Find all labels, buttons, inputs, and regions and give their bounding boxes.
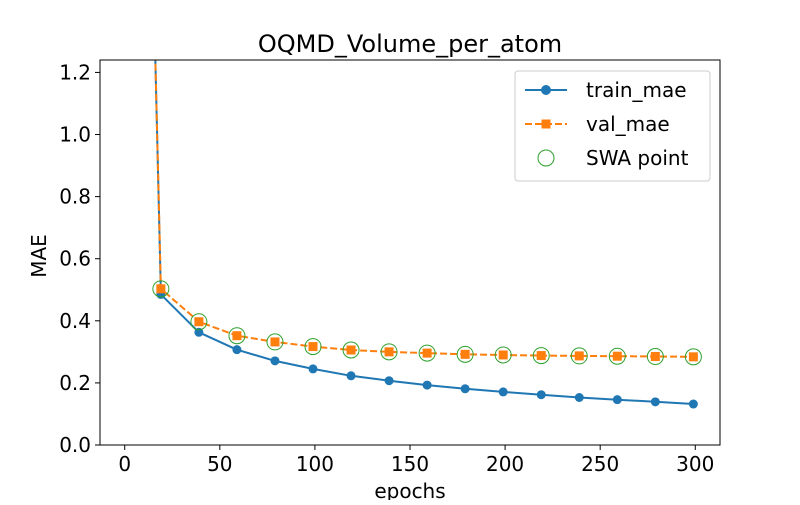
point-val-mae xyxy=(346,345,356,355)
point-swa-point xyxy=(266,333,284,351)
legend-val-marker xyxy=(541,119,551,129)
point-val-mae xyxy=(650,352,660,362)
point-swa-point xyxy=(152,280,170,298)
x-tick-label: 150 xyxy=(391,452,429,476)
legend: train_mae val_mae SWA point xyxy=(514,70,711,182)
point-val-mae xyxy=(194,317,204,327)
point-train-mae xyxy=(650,397,660,407)
point-val-mae xyxy=(308,342,318,352)
point-swa-point xyxy=(228,327,246,345)
point-val-mae xyxy=(574,351,584,361)
x-tick-label: 250 xyxy=(581,452,619,476)
point-val-mae xyxy=(156,284,166,294)
point-swa-point xyxy=(494,346,512,364)
x-tick-label: 200 xyxy=(486,452,524,476)
y-tick-label: 0.0 xyxy=(59,433,91,457)
point-swa-point xyxy=(684,348,702,366)
x-tick-label: 100 xyxy=(296,452,334,476)
legend-label-swa-point: SWA point xyxy=(586,146,689,170)
series-layer xyxy=(152,60,702,409)
x-axis: 0 50 100 150 200 250 300 xyxy=(118,445,714,476)
legend-swa-marker xyxy=(537,149,555,167)
y-axis-label: MAE xyxy=(27,234,51,278)
y-tick-label: 0.8 xyxy=(59,185,91,209)
point-train-mae xyxy=(498,387,508,397)
point-train-mae xyxy=(612,395,622,405)
x-tick-label: 50 xyxy=(207,452,232,476)
legend-label-train-mae: train_mae xyxy=(586,78,687,102)
point-val-mae xyxy=(232,331,242,341)
point-train-mae xyxy=(460,384,470,394)
point-swa-point xyxy=(646,348,664,366)
x-tick-label: 300 xyxy=(676,452,714,476)
point-train-mae xyxy=(270,356,280,366)
point-swa-point xyxy=(456,345,474,363)
y-tick-label: 0.2 xyxy=(59,371,91,395)
y-tick-label: 0.4 xyxy=(59,309,91,333)
point-val-mae xyxy=(688,352,698,362)
point-swa-point xyxy=(608,347,626,365)
point-swa-point xyxy=(304,338,322,356)
point-train-mae xyxy=(384,376,394,386)
y-tick-label: 1.0 xyxy=(59,123,91,147)
series-line-train-mae xyxy=(154,60,694,405)
point-val-mae xyxy=(422,348,432,358)
point-val-mae xyxy=(536,351,546,361)
legend-label-val-mae: val_mae xyxy=(586,112,670,136)
point-swa-point xyxy=(418,344,436,362)
point-val-mae xyxy=(498,350,508,360)
y-axis: 0.0 0.2 0.4 0.6 0.8 1.0 1.2 xyxy=(59,60,100,457)
point-train-mae xyxy=(308,364,318,374)
y-tick-label: 1.2 xyxy=(59,60,91,84)
point-val-mae xyxy=(384,347,394,357)
point-train-mae xyxy=(422,380,432,390)
legend-train-marker xyxy=(541,85,551,95)
point-swa-point xyxy=(570,347,588,365)
point-swa-point xyxy=(190,313,208,331)
point-val-mae xyxy=(270,337,280,347)
point-train-mae xyxy=(536,390,546,400)
point-swa-point xyxy=(342,341,360,359)
point-train-mae xyxy=(232,345,242,355)
point-swa-point xyxy=(532,347,550,365)
y-tick-label: 0.6 xyxy=(59,247,91,271)
x-axis-label: epochs xyxy=(374,479,445,500)
point-train-mae xyxy=(688,399,698,409)
point-val-mae xyxy=(460,349,470,359)
point-val-mae xyxy=(612,351,622,361)
series-line-val-mae xyxy=(154,60,694,358)
point-train-mae xyxy=(574,392,584,402)
legend-frame xyxy=(514,70,711,182)
point-train-mae xyxy=(194,327,204,337)
chart-title: OQMD_Volume_per_atom xyxy=(258,30,562,58)
point-train-mae xyxy=(346,371,356,381)
point-swa-point xyxy=(380,343,398,361)
x-tick-label: 0 xyxy=(118,452,131,476)
